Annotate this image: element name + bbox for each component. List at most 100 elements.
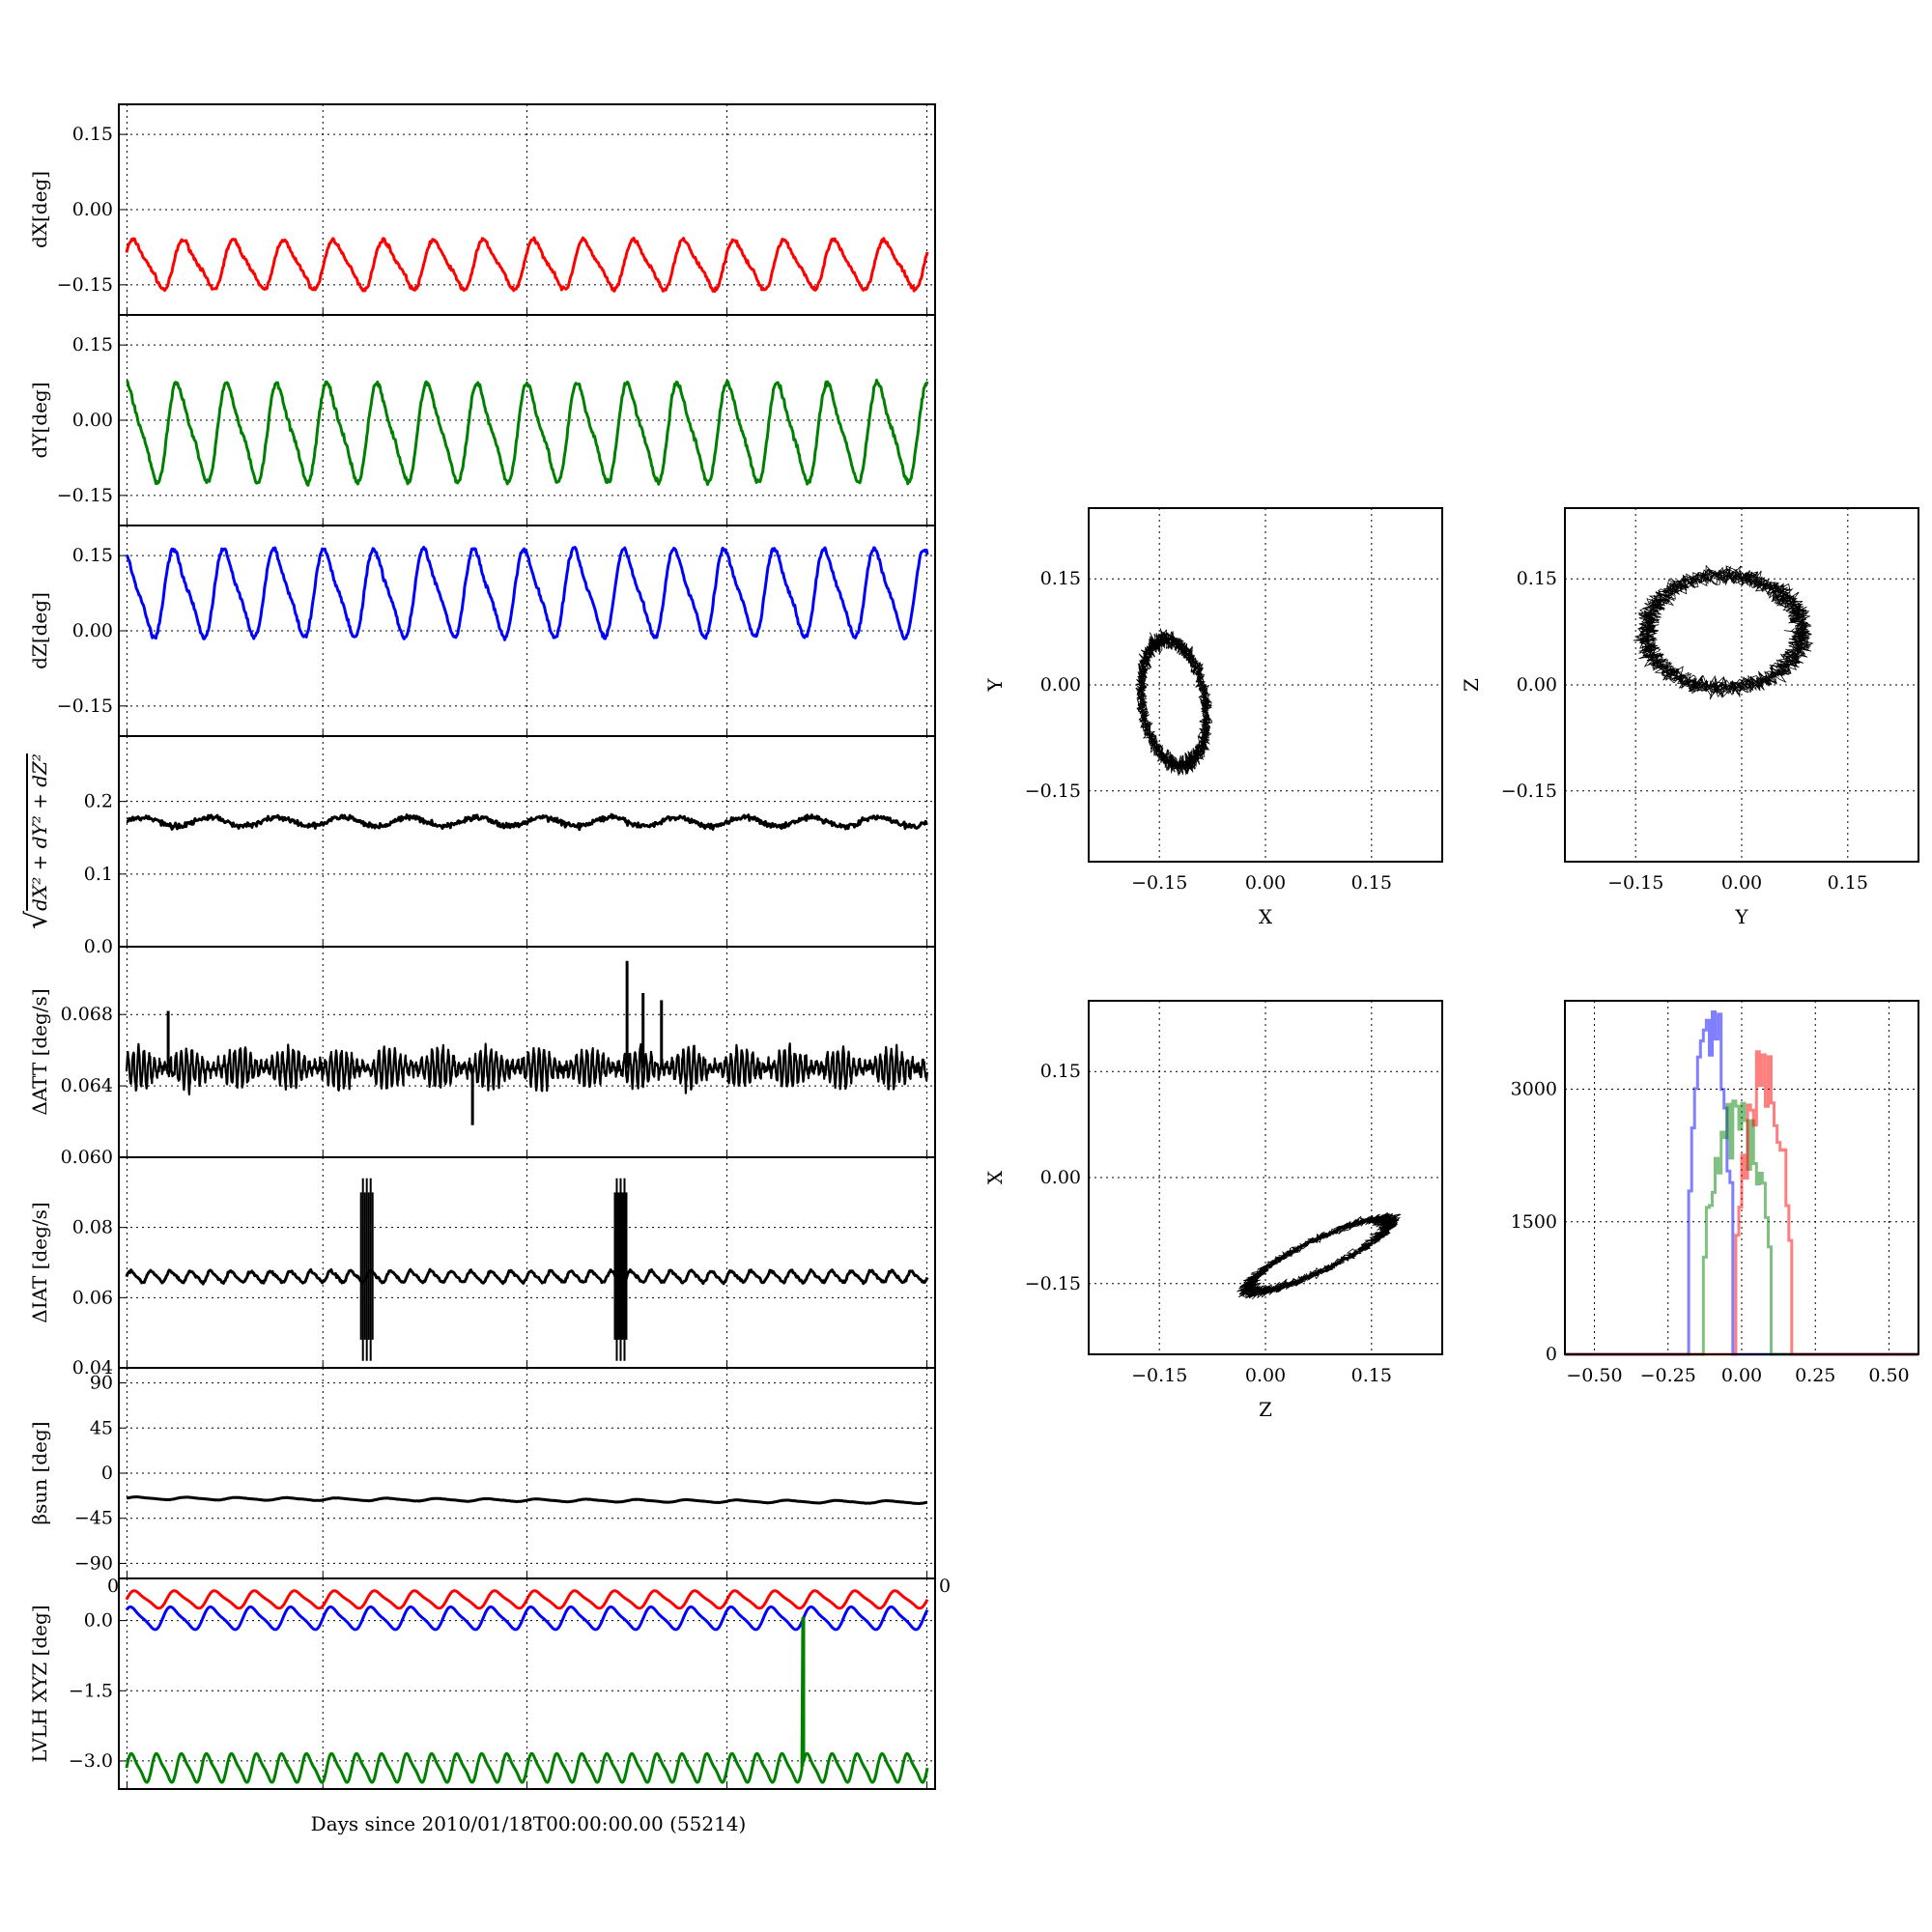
panel-xy: −0.15 0.00 0.15 0.15 0.00 −0.15 X Y: [983, 507, 1443, 928]
x-tick-label: 0.15: [1828, 872, 1868, 894]
panel-diat: 0.08 0.06 0.04 ΔIAT [deg/s]: [28, 1156, 936, 1378]
y-tick-label: 45: [90, 1417, 113, 1438]
x-tick-label: −0.15: [1607, 872, 1663, 894]
y-tick-label: 0.15: [1040, 1061, 1081, 1082]
y-axis-label: Z: [1460, 678, 1483, 692]
y-axis-label: X: [983, 1170, 1007, 1184]
shared-x-axis-label: Days since 2010/01/18T00:00:00.00 (55214…: [311, 1812, 747, 1835]
x-edge-label-right: 0: [939, 1576, 951, 1597]
panel-lvlh: 0.0 −1.5 −3.0 0 0 LVLH XYZ [deg]: [28, 1576, 951, 1790]
x-tick-label: 0.00: [1721, 872, 1762, 894]
panel-datt: 0.068 0.064 0.060 ΔATT [deg/s]: [28, 946, 936, 1168]
y-axis-label: ΔIAT [deg/s]: [28, 1202, 51, 1322]
y-tick-label: 0.1: [84, 864, 113, 885]
y-tick-label: −0.15: [57, 485, 113, 506]
y-tick-label: 0: [1546, 1344, 1557, 1365]
y-tick-label: −3.0: [69, 1750, 113, 1772]
x-tick-label: 0.15: [1351, 1365, 1392, 1386]
y-tick-label: −0.15: [1025, 781, 1081, 802]
series-line-lvlh-0: [125, 1589, 929, 1610]
x-axis-label: Y: [1734, 905, 1748, 928]
y-tick-label: 0.068: [61, 1004, 113, 1025]
sqrt-body: dX² + dY² + dZ²: [28, 753, 51, 911]
y-tick-label: 0.08: [72, 1217, 113, 1238]
series-line-datt-0: [125, 1042, 929, 1095]
axes-frame: [1088, 507, 1443, 863]
y-tick-label: 1500: [1511, 1211, 1557, 1233]
y-tick-label: 0.0: [84, 1610, 113, 1632]
x-edge-label-left: 0: [107, 1576, 119, 1597]
series-line-dy-0: [126, 379, 929, 487]
y-axis-label: LVLH XYZ [deg]: [28, 1605, 51, 1762]
y-tick-label: 0.04: [72, 1357, 113, 1378]
series-line-diat-0: [125, 1267, 929, 1286]
series-line-lvlh-1: [125, 1605, 929, 1632]
axes-frame: [118, 1577, 936, 1790]
x-tick-label: 0.00: [1245, 1365, 1286, 1386]
series-line-lvlh-2: [125, 1616, 929, 1784]
series-line-mag-0: [126, 812, 928, 832]
panel-dz: 0.15 0.00 −0.15 dZ[deg]: [28, 525, 936, 737]
panel-hist: −0.50 −0.25 0.00 0.25 0.50 3000 1500 0: [1511, 1000, 1919, 1386]
y-tick-label: 0.00: [1040, 674, 1081, 696]
x-tick-label: −0.15: [1131, 1365, 1187, 1386]
panel-mag: 0.2 0.1 0.0 √dX² + dY² + dZ²: [20, 735, 936, 957]
axes-frame: [1088, 1000, 1443, 1355]
axes-frame: [1564, 507, 1919, 863]
y-tick-label: −0.15: [57, 696, 113, 717]
y-tick-label: −0.15: [1501, 781, 1557, 802]
x-tick-label: −0.25: [1640, 1365, 1696, 1386]
y-tick-label: 0.00: [72, 199, 113, 220]
sqrt-sign: √: [20, 910, 54, 929]
series-line-dz-0: [126, 545, 929, 641]
x-tick-label: −0.50: [1566, 1365, 1622, 1386]
y-tick-label: −90: [74, 1552, 113, 1574]
panel-zx: −0.15 0.00 0.15 0.15 0.00 −0.15 Z X: [983, 1000, 1443, 1421]
x-tick-label: 0.00: [1245, 872, 1286, 894]
y-axis-label: dZ[deg]: [28, 592, 51, 669]
y-axis-label: dX[deg]: [28, 171, 51, 248]
panel-yz: −0.15 0.00 0.15 0.15 0.00 −0.15 Y Z: [1460, 507, 1919, 928]
panel-dx: 0.15 0.00 −0.15 dX[deg]: [28, 103, 936, 316]
axes-frame: [1564, 1000, 1919, 1355]
x-axis-label: Z: [1259, 1398, 1272, 1421]
x-tick-label: 0.00: [1721, 1365, 1762, 1386]
y-tick-label: 0.15: [1040, 568, 1081, 589]
x-tick-label: −0.15: [1131, 872, 1187, 894]
trajectory-trace: [1135, 628, 1213, 777]
y-axis-label: dY[deg]: [28, 382, 51, 458]
y-axis-label: ΔATT [deg/s]: [28, 988, 51, 1115]
y-axis-label: βsun [deg]: [28, 1422, 51, 1525]
y-tick-label: 0.2: [84, 791, 113, 812]
x-tick-label: 0.50: [1868, 1365, 1909, 1386]
y-tick-label: 0.00: [1040, 1167, 1081, 1188]
y-tick-label: 0.15: [1517, 568, 1557, 589]
y-tick-label: −0.15: [1025, 1273, 1081, 1294]
panel-beta: 90 45 0 −45 −90 βsun [deg]: [28, 1367, 936, 1579]
y-tick-label: 0.0: [84, 936, 113, 957]
y-axis-label: √dX² + dY² + dZ²: [20, 753, 54, 929]
y-tick-label: 0.15: [72, 545, 113, 566]
y-tick-label: 0.060: [61, 1147, 113, 1168]
y-tick-label: 0.064: [61, 1075, 113, 1096]
y-tick-label: 0.06: [72, 1287, 113, 1308]
y-tick-label: 0.00: [72, 620, 113, 641]
trajectory-trace: [1633, 564, 1814, 700]
x-tick-label: 0.25: [1795, 1365, 1835, 1386]
x-axis-label: X: [1259, 905, 1273, 928]
trajectory-trace: [1236, 1211, 1402, 1300]
y-tick-label: 0: [101, 1463, 113, 1484]
y-tick-label: 90: [90, 1373, 113, 1394]
y-tick-label: 0.15: [72, 124, 113, 145]
y-tick-label: −0.15: [57, 274, 113, 296]
y-tick-label: 0.15: [72, 334, 113, 355]
y-tick-label: −1.5: [69, 1680, 113, 1701]
series-line-dx-0: [125, 236, 929, 294]
y-tick-label: 0.00: [72, 410, 113, 431]
panel-dy: 0.15 0.00 −0.15 dY[deg]: [28, 314, 936, 526]
y-axis-label: Y: [983, 678, 1007, 693]
y-tick-label: 3000: [1511, 1079, 1557, 1100]
y-tick-label: −45: [74, 1508, 113, 1529]
x-tick-label: 0.15: [1351, 872, 1392, 894]
